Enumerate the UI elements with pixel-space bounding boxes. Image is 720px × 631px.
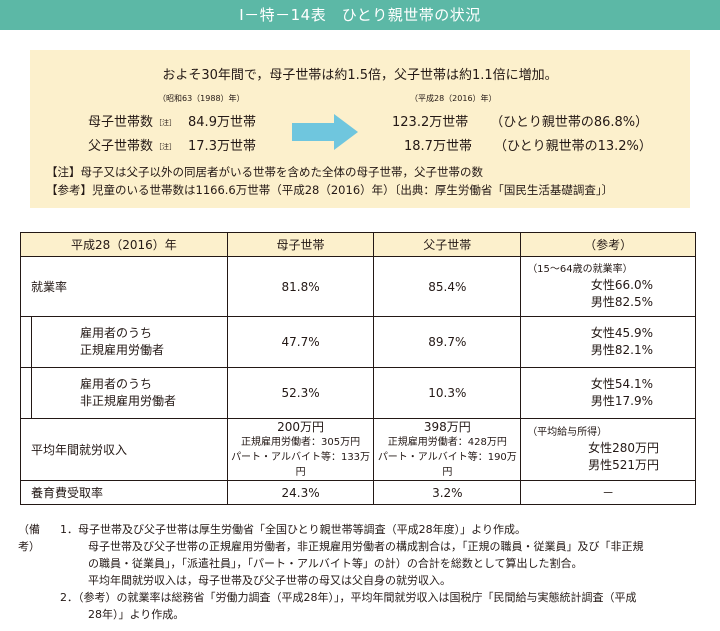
remarks-label: （備考） bbox=[18, 523, 40, 553]
mother-households-row: 母子世帯数 ［注］ 84.9万世帯 bbox=[88, 111, 256, 130]
remarks-line: 1．母子世帯及び父子世帯は厚生労働省「全国ひとり親世帯等調査（平成28年度）」よ… bbox=[60, 523, 526, 536]
cell-ref-nonregular: 女性54.1% 男性17.9% bbox=[520, 367, 696, 419]
mother-households-2016: 123.2万世帯 bbox=[392, 115, 469, 130]
summary-reference: 【参考】児童のいる世帯数は1166.6万世帯（平成28（2016）年）〔出典：厚… bbox=[46, 183, 614, 197]
nonregular-label-line2: 非正規雇用労働者 bbox=[80, 394, 177, 408]
mother-income-total: 200万円 bbox=[277, 419, 325, 434]
father-households-2016-row: 18.7万世帯 （ひとり親世帯の13.2%） bbox=[404, 135, 652, 154]
father-households-row: 父子世帯数 ［注］ 17.3万世帯 bbox=[88, 135, 256, 154]
header-year: 平成28（2016）年 bbox=[20, 232, 228, 257]
table-row: 雇用者のうち 非正規雇用労働者 52.3% 10.3% 女性54.1% 男性17… bbox=[20, 367, 696, 419]
summary-box: およそ30年間で，母子世帯は約1.5倍，父子世帯は約1.1倍に増加。 （昭和63… bbox=[30, 50, 690, 208]
ref-male-regular: 男性82.1% bbox=[590, 343, 653, 357]
mother-households-label: 母子世帯数 bbox=[88, 115, 154, 130]
ref-female-nonregular: 女性54.1% bbox=[590, 377, 653, 391]
cell-father-employment: 85.4% bbox=[373, 256, 522, 317]
remarks-line: 平均年間就労収入は，母子世帯及び父子世帯の母又は父自身の就労収入。 bbox=[88, 574, 451, 587]
header-mother: 母子世帯 bbox=[226, 232, 375, 257]
mother-income-regular: 正規雇用労働者：305万円 bbox=[241, 436, 361, 448]
cell-father-support: 3.2% bbox=[373, 480, 522, 505]
father-households-label: 父子世帯数 bbox=[88, 139, 154, 154]
ref-caption-income: （平均給与所得） bbox=[527, 426, 608, 438]
father-income-part: パート・アルバイト等：190万円 bbox=[377, 451, 517, 478]
cell-mother-employment: 81.8% bbox=[226, 256, 375, 317]
table-row: 養育費受取率 24.3% 3.2% － bbox=[20, 480, 696, 505]
cell-mother-support: 24.3% bbox=[226, 480, 375, 505]
arrow-right-icon bbox=[292, 114, 358, 150]
header-reference: （参考） bbox=[520, 232, 696, 257]
row-label-support: 養育費受取率 bbox=[20, 480, 228, 505]
cell-mother-regular: 47.7% bbox=[226, 316, 375, 368]
remarks-line: 28年）」より作成。 bbox=[88, 608, 185, 621]
note-tag: ［注］ bbox=[155, 118, 177, 127]
row-label-employment: 就業率 bbox=[20, 256, 228, 317]
cell-ref-support: － bbox=[520, 480, 696, 505]
cell-father-income: 398万円 正規雇用労働者：428万円 パート・アルバイト等：190万円 bbox=[373, 418, 522, 481]
father-households-2016: 18.7万世帯 bbox=[404, 139, 472, 154]
header-father: 父子世帯 bbox=[373, 232, 522, 257]
cell-ref-regular: 女性45.9% 男性82.1% bbox=[520, 316, 696, 368]
row-label-nonregular: 雇用者のうち 非正規雇用労働者 bbox=[20, 367, 228, 419]
table-row: 雇用者のうち 正規雇用労働者 47.7% 89.7% 女性45.9% 男性82.… bbox=[20, 316, 696, 368]
cell-ref-employment: （15～64歳の就業率） 女性66.0% 男性82.5% bbox=[520, 256, 696, 317]
ref-male-employment: 男性82.5% bbox=[590, 294, 653, 309]
cell-father-regular: 89.7% bbox=[373, 316, 522, 368]
note-tag: ［注］ bbox=[155, 142, 177, 151]
father-households-share: （ひとり親世帯の13.2%） bbox=[493, 139, 652, 154]
summary-headline: およそ30年間で，母子世帯は約1.5倍，父子世帯は約1.1倍に増加。 bbox=[162, 68, 558, 83]
ref-female-regular: 女性45.9% bbox=[590, 326, 653, 340]
remarks-line: の職員・従業員」，「派遣社員」，「パート・アルバイト等」の計）の合計を総数として… bbox=[88, 557, 583, 570]
ref-caption-employment: （15～64歳の就業率） bbox=[527, 263, 633, 275]
cell-mother-nonregular: 52.3% bbox=[226, 367, 375, 419]
ref-female-income: 女性280万円 bbox=[588, 440, 659, 455]
father-income-regular: 正規雇用労働者：428万円 bbox=[387, 436, 507, 448]
cell-mother-income: 200万円 正規雇用労働者：305万円 パート・アルバイト等：133万円 bbox=[226, 418, 375, 481]
cell-father-nonregular: 10.3% bbox=[373, 367, 522, 419]
ref-female-employment: 女性66.0% bbox=[590, 277, 653, 292]
table-title: Ⅰ－特－14表 ひとり親世帯の状況 bbox=[0, 0, 720, 30]
regular-label-line2: 正規雇用労働者 bbox=[80, 343, 165, 357]
era-label-1988: （昭和63（1988）年） bbox=[158, 94, 245, 103]
table-row: 就業率 81.8% 85.4% （15～64歳の就業率） 女性66.0% 男性8… bbox=[20, 256, 696, 317]
row-label-regular: 雇用者のうち 正規雇用労働者 bbox=[20, 316, 228, 368]
data-table: 平成28（2016）年 母子世帯 父子世帯 （参考） 就業率 81.8% 85.… bbox=[20, 232, 696, 505]
ref-male-nonregular: 男性17.9% bbox=[590, 394, 653, 408]
summary-note: 【注】母子又は父子以外の同居者がいる世帯を含めた全体の母子世帯，父子世帯の数 bbox=[46, 165, 483, 179]
mother-households-1988: 84.9万世帯 bbox=[188, 115, 256, 130]
ref-male-income: 男性521万円 bbox=[588, 457, 659, 472]
row-label-income: 平均年間就労収入 bbox=[20, 418, 228, 481]
era-label-2016: （平成28（2016）年） bbox=[410, 94, 497, 103]
mother-households-share: （ひとり親世帯の86.8%） bbox=[490, 115, 649, 130]
remarks-line: 母子世帯及び父子世帯の正規雇用労働者，非正規雇用労働者の構成割合は，「正規の職員… bbox=[88, 540, 644, 553]
mother-income-part: パート・アルバイト等：133万円 bbox=[231, 451, 371, 478]
table-row: 平均年間就労収入 200万円 正規雇用労働者：305万円 パート・アルバイト等：… bbox=[20, 418, 696, 481]
regular-label-line1: 雇用者のうち bbox=[80, 326, 153, 340]
table-header-row: 平成28（2016）年 母子世帯 父子世帯 （参考） bbox=[20, 232, 696, 257]
father-income-total: 398万円 bbox=[423, 419, 471, 434]
father-households-1988: 17.3万世帯 bbox=[188, 139, 256, 154]
cell-ref-income: （平均給与所得） 女性280万円 男性521万円 bbox=[520, 418, 696, 481]
nonregular-label-line1: 雇用者のうち bbox=[80, 377, 153, 391]
mother-households-2016-row: 123.2万世帯 （ひとり親世帯の86.8%） bbox=[392, 111, 648, 130]
remarks-line: 2．（参考）の就業率は総務省「労働力調査（平成28年）」，平均年間就労収入は国税… bbox=[60, 591, 637, 604]
